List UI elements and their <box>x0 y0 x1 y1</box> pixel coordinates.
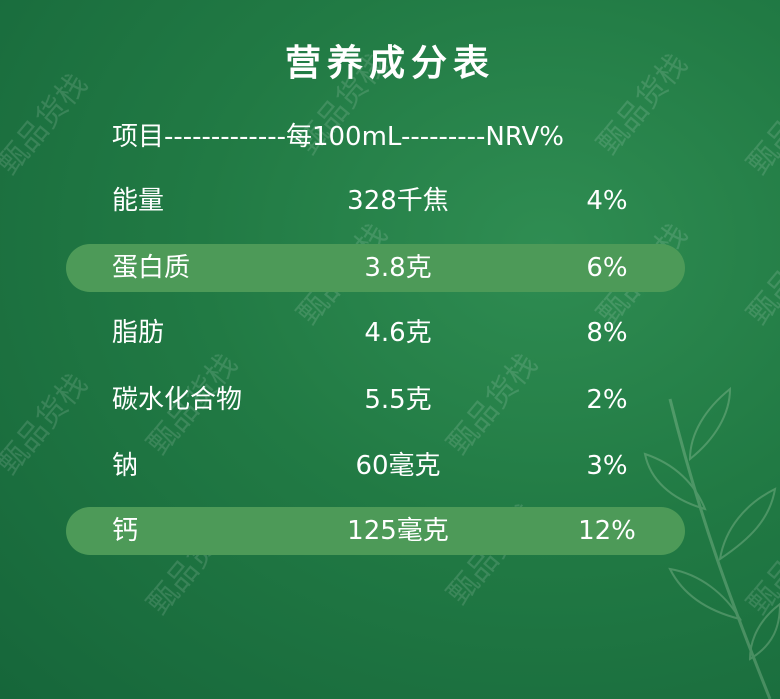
leaf-decoration-icon <box>643 386 780 699</box>
nutrient-name: 钙 <box>112 516 139 546</box>
nrv-percent: 8% <box>586 318 628 348</box>
table-row: 蛋白质 3.8克 6% <box>66 244 685 292</box>
table-header: 项目-------------每100mL---------NRV% <box>112 122 564 152</box>
nrv-percent: 6% <box>586 253 628 283</box>
watermark: 甄品货栈 <box>740 217 780 332</box>
nutrient-name: 碳水化合物 <box>112 385 243 415</box>
per-100ml-value: 5.5克 <box>364 385 432 415</box>
nutrient-name: 钠 <box>112 451 139 481</box>
nrv-percent: 2% <box>586 385 628 415</box>
table-row: 能量 328千焦 4% <box>66 177 685 225</box>
per-100ml-value: 3.8克 <box>364 253 432 283</box>
nutrient-name: 能量 <box>112 186 165 216</box>
per-100ml-value: 125毫克 <box>347 516 449 546</box>
page-title: 营养成分表 <box>284 43 495 84</box>
nutrient-name: 蛋白质 <box>112 253 191 283</box>
table-row: 脂肪 4.6克 8% <box>66 309 685 357</box>
nrv-percent: 12% <box>578 516 636 546</box>
table-row: 钠 60毫克 3% <box>66 442 685 490</box>
table-row: 钙 125毫克 12% <box>66 507 685 555</box>
per-100ml-value: 328千焦 <box>347 186 449 216</box>
nutrient-name: 脂肪 <box>112 318 165 348</box>
nrv-percent: 3% <box>586 451 628 481</box>
table-row: 碳水化合物 5.5克 2% <box>66 376 685 424</box>
nrv-percent: 4% <box>586 186 628 216</box>
per-100ml-value: 60毫克 <box>355 451 441 481</box>
per-100ml-value: 4.6克 <box>364 318 432 348</box>
